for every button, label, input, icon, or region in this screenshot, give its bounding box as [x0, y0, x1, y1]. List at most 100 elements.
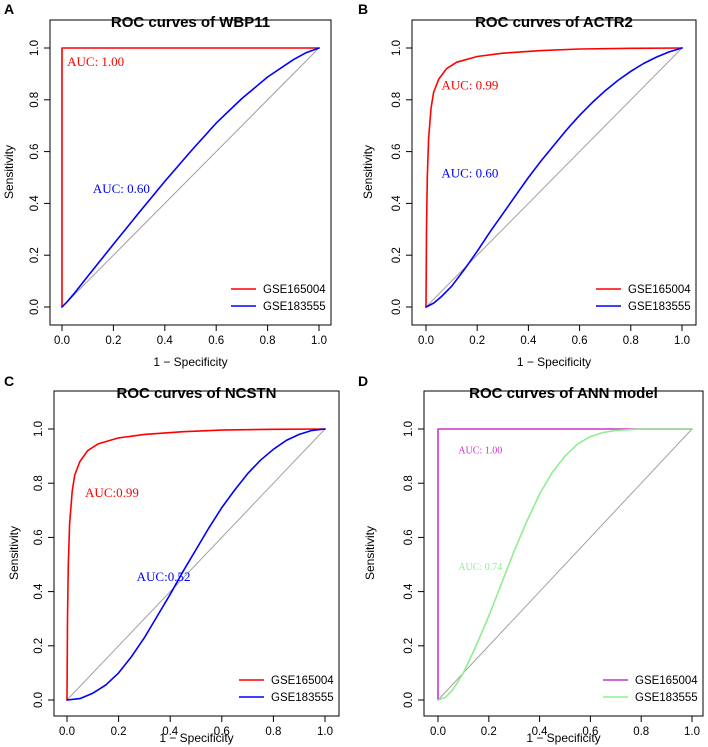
- y-axis-label: Sensitivity: [2, 145, 16, 199]
- x-axis-label: 1 − Specificity: [153, 355, 227, 369]
- x-tick-label: 1.0: [684, 726, 700, 738]
- y-tick-label: 1.0: [391, 40, 403, 56]
- legend-label: GSE183555: [635, 692, 698, 704]
- roc-panel-b: B ROC curves of ACTR2 0.0 0.2 0.4 0.6 0.8 1.0 0.…: [358, 1, 697, 369]
- x-tick-label: 0.2: [469, 335, 485, 347]
- y-tick-label: 0.2: [403, 638, 415, 654]
- legend-label: GSE165004: [271, 675, 334, 687]
- x-tick-label: 0.2: [111, 726, 127, 738]
- y-tick-label: 0.4: [33, 583, 45, 600]
- y-tick-label: 0.6: [33, 529, 45, 545]
- auc-label-gse183555: AUC:0.52: [137, 569, 191, 584]
- legend-label: GSE183555: [628, 301, 691, 313]
- plot-frame: [49, 19, 332, 326]
- y-tick-label: 0.6: [29, 144, 41, 160]
- legend-label: GSE165004: [263, 284, 326, 296]
- plot-frame: [411, 19, 697, 326]
- diagonal-reference-line: [437, 428, 693, 701]
- roc-curve-gse183555: [425, 47, 683, 308]
- x-tick-label: 1.0: [317, 726, 333, 738]
- x-tick-label: 0.6: [572, 335, 588, 347]
- auc-label-gse165004: AUC:0.99: [85, 485, 139, 500]
- y-tick-label: 1.0: [33, 421, 45, 437]
- y-tick-label: 0.2: [33, 638, 45, 654]
- y-tick-label: 0.8: [29, 92, 41, 108]
- y-tick-label: 0.4: [29, 195, 41, 212]
- panel-letter: B: [358, 1, 368, 17]
- plot-frame: [423, 390, 704, 717]
- x-tick-label: 0.4: [520, 335, 537, 347]
- auc-label-gse183555: AUC: 0.74: [458, 562, 502, 573]
- x-tick-label: 0.2: [481, 726, 497, 738]
- roc-curve-gse165004: [61, 47, 320, 308]
- y-tick-label: 1.0: [403, 421, 415, 437]
- x-tick-label: 0.8: [260, 335, 276, 347]
- auc-label-gse183555: AUC: 0.60: [93, 181, 150, 196]
- panel-letter: C: [4, 373, 14, 389]
- roc-curve-gse165004: [66, 428, 326, 701]
- roc-curve-gse183555: [61, 47, 320, 308]
- auc-label-gse165004: AUC: 0.99: [441, 77, 498, 92]
- auc-label-gse165004: AUC: 1.00: [67, 54, 124, 69]
- panel-letter: A: [4, 1, 14, 17]
- y-tick-label: 0.6: [403, 529, 415, 545]
- roc-panel-a: A ROC curves of WBP11 0.0 0.2 0.4 0.6 0.8 1.0 0.…: [2, 1, 332, 369]
- y-tick-label: 0.0: [391, 299, 403, 315]
- y-axis-label: Sensitivity: [361, 145, 375, 199]
- y-tick-label: 0.0: [29, 299, 41, 315]
- x-tick-label: 0.6: [582, 726, 598, 738]
- x-axis-label: 1 − Specificity: [526, 731, 600, 745]
- legend-label: GSE165004: [635, 675, 698, 687]
- diagonal-reference-line: [61, 47, 320, 308]
- x-tick-label: 0.6: [214, 726, 230, 738]
- y-tick-label: 1.0: [29, 40, 41, 56]
- y-tick-label: 0.8: [403, 475, 415, 491]
- x-tick-label: 1.0: [674, 335, 690, 347]
- legend-label: GSE183555: [263, 301, 326, 313]
- x-axis-label: 1 − Specificity: [159, 731, 233, 745]
- y-tick-label: 0.4: [391, 195, 403, 212]
- auc-label-gse183555: AUC: 0.60: [441, 166, 498, 181]
- x-tick-label: 0.0: [59, 726, 75, 738]
- chart-title: ROC curves of ANN model: [469, 385, 658, 402]
- y-axis-label: Sensitivity: [363, 526, 377, 580]
- y-tick-label: 0.0: [403, 692, 415, 708]
- y-tick-label: 0.0: [33, 692, 45, 708]
- roc-curve-gse165004: [425, 47, 683, 308]
- chart-title: ROC curves of ACTR2: [475, 14, 633, 31]
- x-tick-label: 0.0: [418, 335, 434, 347]
- y-tick-label: 0.8: [33, 475, 45, 491]
- y-tick-label: 0.4: [403, 583, 415, 600]
- y-tick-label: 0.2: [391, 247, 403, 263]
- chart-title: ROC curves of WBP11: [111, 14, 270, 31]
- x-tick-label: 0.0: [430, 726, 446, 738]
- y-axis-label: Sensitivity: [7, 526, 21, 580]
- plot-frame: [53, 390, 340, 717]
- y-tick-label: 0.2: [29, 247, 41, 263]
- auc-label-gse165004: AUC: 1.00: [458, 445, 502, 456]
- x-axis-label: 1 − Specificity: [517, 355, 591, 369]
- x-tick-label: 0.8: [623, 335, 639, 347]
- legend-label: GSE165004: [628, 284, 691, 296]
- x-tick-label: 0.2: [105, 335, 121, 347]
- x-tick-label: 0.8: [265, 726, 281, 738]
- x-tick-label: 1.0: [311, 335, 327, 347]
- y-tick-label: 0.6: [391, 144, 403, 160]
- x-tick-label: 0.0: [54, 335, 70, 347]
- x-tick-label: 0.4: [162, 726, 179, 738]
- panel-letter: D: [358, 373, 368, 389]
- y-tick-label: 0.8: [391, 92, 403, 108]
- chart-title: ROC curves of NCSTN: [116, 385, 276, 402]
- legend-label: GSE183555: [271, 692, 334, 704]
- x-tick-label: 0.6: [208, 335, 224, 347]
- x-tick-label: 0.8: [633, 726, 649, 738]
- x-tick-label: 0.4: [157, 335, 174, 347]
- roc-curve-gse165004: [437, 428, 693, 701]
- diagonal-reference-line: [66, 428, 326, 701]
- x-tick-label: 0.4: [532, 726, 549, 738]
- roc-panel-c: C ROC curves of NCSTN 0.0 0.2 0.4 0.6 0.8 1.0 0.…: [4, 373, 340, 745]
- roc-panel-d: D ROC curves of ANN model 0.0 0.2 0.4 0.6 0.8 1…: [358, 373, 704, 745]
- roc-curve-gse183555: [437, 428, 693, 701]
- roc-curve-gse183555: [66, 428, 326, 701]
